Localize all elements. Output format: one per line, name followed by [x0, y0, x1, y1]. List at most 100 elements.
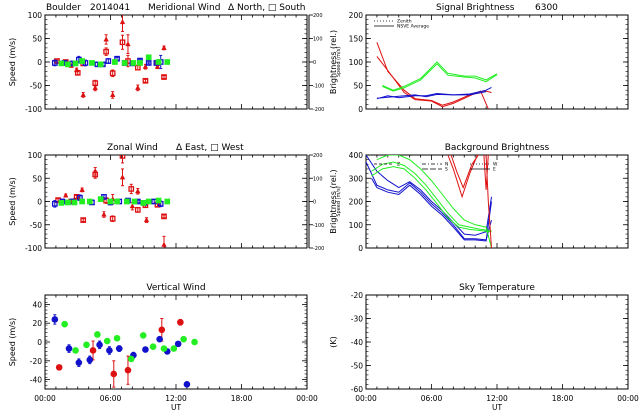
- data-point: [79, 58, 85, 64]
- data-point: [80, 91, 86, 97]
- data-point: [105, 58, 112, 64]
- data-point: [174, 340, 182, 348]
- zonal-title: Zonal Wind: [107, 143, 158, 153]
- data-point: [154, 63, 161, 69]
- data-point: [103, 337, 111, 345]
- legend-label: W: [493, 162, 498, 168]
- x-tick-label: 18:00: [552, 394, 574, 403]
- data-point: [142, 346, 149, 353]
- data-point: [135, 84, 141, 90]
- data-point: [145, 54, 152, 61]
- data-point: [156, 335, 163, 343]
- x-tick-label: 00:00: [34, 394, 56, 403]
- data-point: [71, 199, 78, 206]
- y-tick-label: 400: [349, 151, 364, 160]
- data-point: [119, 19, 126, 25]
- y-tick-label: 100: [28, 151, 43, 160]
- vertical-plot-area: [51, 314, 198, 388]
- data-point: [145, 198, 152, 205]
- data-point: [51, 60, 58, 66]
- sky-temperature-panel: Sky Temperature 00:00 06:00 12:00 18:00 00:0…: [329, 283, 639, 412]
- x-tick-label: 12:00: [486, 394, 508, 403]
- data-point: [135, 188, 141, 194]
- data-point: [158, 326, 166, 334]
- y-tick-label: 200: [349, 11, 364, 20]
- y-tick-label: 0: [37, 338, 42, 347]
- data-point: [101, 211, 107, 217]
- data-point: [83, 341, 90, 349]
- y-tick-label: 150: [349, 35, 364, 44]
- y-tick-label: 100: [349, 221, 364, 230]
- data-point: [161, 241, 167, 247]
- right-y-tick-label: -100: [313, 223, 324, 229]
- right-y-tick-label: -100: [313, 84, 324, 90]
- data-point: [180, 335, 187, 343]
- data-point: [134, 207, 141, 213]
- background-plot-area: [366, 155, 492, 248]
- y-tick-label: -40: [30, 376, 42, 385]
- meridional-legend-text: Δ North, □ South: [228, 3, 305, 13]
- legend-label: N: [445, 162, 448, 168]
- data-point: [79, 198, 85, 205]
- data-point: [92, 80, 99, 86]
- data-point: [86, 356, 94, 364]
- right-y-tick-label: 100: [313, 37, 323, 43]
- data-point: [164, 59, 171, 65]
- signal-brightness-panel: Signal Brightness 6300 0 50 100 150 200 Brigh…: [329, 3, 629, 114]
- y-tick-label: 50: [32, 174, 42, 183]
- series-line: [371, 166, 492, 233]
- right-y-tick-label: -200: [313, 107, 324, 113]
- y-tick-label: -20: [351, 291, 363, 300]
- y-axis-label: (K): [329, 336, 338, 348]
- y-tick-label: 0: [37, 58, 42, 67]
- right-y-axis-label: Speed (m/s): [336, 47, 342, 77]
- data-point: [149, 343, 157, 351]
- meridional-plot-area: [51, 15, 171, 99]
- series-line: [382, 61, 498, 91]
- data-point: [74, 69, 81, 76]
- data-point: [113, 334, 121, 342]
- data-point: [96, 341, 103, 349]
- site-label: Boulder: [46, 3, 81, 13]
- y-tick-label: -40: [351, 338, 363, 347]
- data-point: [114, 198, 120, 205]
- data-point: [107, 198, 114, 205]
- right-y-tick-label: 100: [313, 176, 323, 182]
- series-line: [366, 155, 492, 236]
- data-point: [124, 198, 130, 205]
- data-point: [109, 215, 116, 222]
- vertical-title: Vertical Wind: [146, 283, 205, 293]
- series-line: [483, 155, 489, 190]
- legend-label: S: [445, 167, 448, 173]
- y-axis-label: Speed (m/s): [8, 177, 17, 226]
- data-point: [191, 338, 198, 346]
- data-point: [94, 331, 101, 338]
- data-point: [51, 200, 58, 207]
- background-frame: [365, 154, 629, 249]
- y-tick-label: 100: [28, 11, 43, 20]
- series-line: [366, 161, 492, 241]
- y-tick-label: 100: [349, 58, 364, 67]
- data-point: [161, 213, 167, 220]
- x-tick-label: 06:00: [421, 394, 443, 403]
- right-y-tick-label: -200: [313, 246, 324, 252]
- data-point: [125, 41, 131, 47]
- x-tick-label: 18:00: [231, 394, 253, 403]
- series-line: [371, 178, 492, 242]
- legend-label: NSVE Average: [397, 24, 429, 30]
- x-tick-label: 12:00: [165, 394, 187, 403]
- data-point: [58, 60, 65, 67]
- data-point: [143, 217, 150, 223]
- zonal-legend-text: Δ East, □ West: [176, 143, 244, 153]
- y-tick-label: 50: [32, 35, 42, 44]
- data-point: [110, 370, 118, 378]
- series-line: [376, 42, 492, 106]
- date-label: 2014041: [90, 3, 130, 13]
- vertical-wind-panel: Vertical Wind 00:00 06:00 12:00 18:00 00:00 U…: [8, 283, 318, 412]
- series-line: [371, 161, 492, 232]
- series-line: [447, 155, 478, 199]
- data-point: [63, 192, 69, 198]
- data-point: [119, 174, 126, 180]
- data-point: [103, 36, 109, 42]
